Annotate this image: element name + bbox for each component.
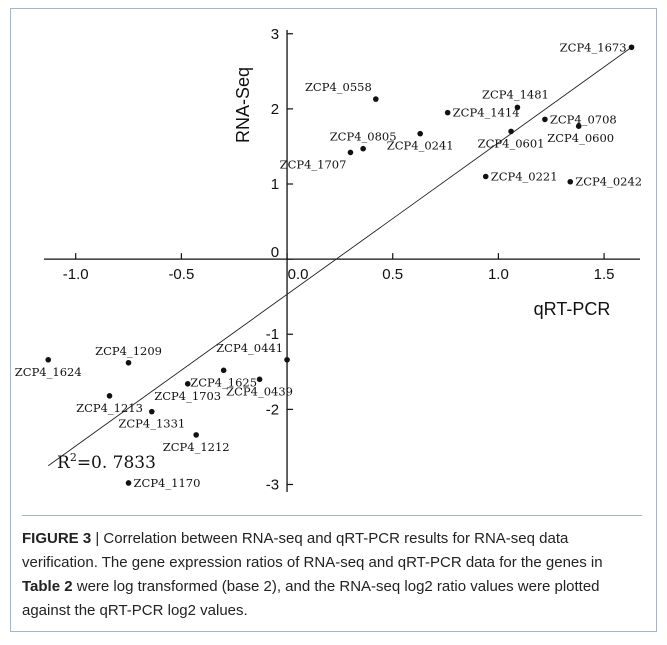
ticks: -1.0 -0.5 0.0 0.5 1.0 1.5 -3 -2 -1 0 1 2 3 bbox=[63, 26, 615, 494]
x-tick-label: 0.5 bbox=[382, 266, 403, 283]
data-point bbox=[360, 145, 366, 152]
points-group bbox=[45, 44, 635, 486]
data-point bbox=[347, 149, 354, 156]
point-label: ZCP4_0708 bbox=[550, 112, 617, 126]
y-tick-label: 2 bbox=[271, 101, 279, 118]
r2-base: R bbox=[57, 453, 71, 473]
y-tick-label: -3 bbox=[266, 476, 279, 493]
scatter-plot: -1.0 -0.5 0.0 0.5 1.0 1.5 -3 -2 -1 0 1 2 3 ZCP4_1673… bbox=[15, 26, 642, 494]
caption-text-1: Correlation between RNA-seq and qRT-PCR … bbox=[22, 530, 603, 571]
point-label: ZCP4_1707 bbox=[280, 157, 347, 171]
labels-group: ZCP4_1673ZCP4_0558ZCP4_1414ZCP4_1481ZCP4… bbox=[15, 40, 642, 490]
point-label: ZCP4_0805 bbox=[330, 130, 397, 144]
point-label: ZCP4_1481 bbox=[482, 87, 549, 101]
caption-table-ref: Table 2 bbox=[22, 578, 73, 595]
data-point bbox=[184, 381, 191, 387]
point-label: ZCP4_1213 bbox=[76, 401, 143, 415]
data-point bbox=[514, 104, 521, 111]
data-point bbox=[220, 367, 227, 374]
y-tick-label: 0 bbox=[271, 244, 279, 261]
data-point bbox=[125, 359, 132, 366]
axes bbox=[44, 30, 640, 492]
point-label: ZCP4_1170 bbox=[134, 476, 201, 490]
fit-line-group bbox=[47, 46, 632, 467]
y-tick-label: 3 bbox=[271, 26, 279, 43]
point-label: ZCP4_1331 bbox=[118, 417, 185, 431]
figure-frame bbox=[10, 8, 657, 632]
point-label: ZCP4_1703 bbox=[154, 389, 221, 403]
point-label: ZCP4_0601 bbox=[478, 136, 545, 150]
x-tick-label: 1.5 bbox=[594, 266, 615, 283]
data-point bbox=[45, 356, 52, 363]
y-tick-label: -1 bbox=[266, 326, 279, 343]
caption-separator: | bbox=[91, 530, 104, 547]
r2-value: =0. 7833 bbox=[77, 453, 156, 473]
figure-caption: FIGURE 3 | Correlation between RNA-seq a… bbox=[22, 527, 642, 623]
data-point bbox=[148, 408, 155, 415]
caption-label: FIGURE 3 bbox=[22, 530, 92, 547]
y-tick-label: 1 bbox=[271, 176, 279, 193]
data-point bbox=[373, 96, 379, 102]
data-point bbox=[193, 432, 199, 438]
point-label: ZCP4_0441 bbox=[216, 341, 283, 355]
x-tick-label: 0.0 bbox=[288, 266, 309, 283]
data-point bbox=[106, 393, 113, 399]
x-tick-label: -0.5 bbox=[168, 266, 194, 283]
data-point bbox=[542, 116, 548, 123]
data-point bbox=[284, 356, 290, 363]
point-label: ZCP4_0221 bbox=[491, 169, 558, 183]
y-axis-label: RNA-Seq bbox=[233, 67, 253, 143]
y-tick-label: -2 bbox=[266, 401, 279, 418]
x-tick-label: 1.0 bbox=[488, 266, 509, 283]
point-label: ZCP4_1209 bbox=[95, 344, 162, 358]
caption-divider bbox=[22, 515, 642, 516]
point-label: ZCP4_0600 bbox=[547, 131, 614, 145]
point-label: ZCP4_1624 bbox=[15, 365, 82, 379]
x-axis-label: qRT-PCR bbox=[534, 299, 611, 319]
point-label: ZCP4_0439 bbox=[226, 384, 293, 398]
r-squared-annotation: R2=0. 7833 bbox=[57, 451, 156, 473]
data-point bbox=[417, 130, 423, 137]
data-point bbox=[508, 128, 514, 135]
point-label: ZCP4_0241 bbox=[387, 139, 454, 153]
data-point bbox=[567, 178, 574, 185]
r2-sup: 2 bbox=[70, 451, 77, 464]
data-point bbox=[575, 123, 582, 129]
data-point bbox=[628, 44, 635, 51]
point-label: ZCP4_0242 bbox=[575, 175, 642, 189]
data-point bbox=[125, 480, 132, 486]
point-label: ZCP4_1673 bbox=[560, 40, 627, 54]
point-label: ZCP4_1414 bbox=[453, 106, 520, 120]
data-point bbox=[482, 173, 489, 180]
fit-line bbox=[47, 46, 632, 467]
point-label: ZCP4_1625 bbox=[190, 375, 257, 389]
data-point bbox=[256, 376, 263, 383]
point-label: ZCP4_1212 bbox=[163, 440, 230, 454]
point-label: ZCP4_0558 bbox=[305, 80, 372, 94]
x-tick-label: -1.0 bbox=[63, 266, 89, 283]
data-point bbox=[444, 109, 451, 116]
caption-text-2: were log transformed (base 2), and the R… bbox=[22, 578, 600, 619]
